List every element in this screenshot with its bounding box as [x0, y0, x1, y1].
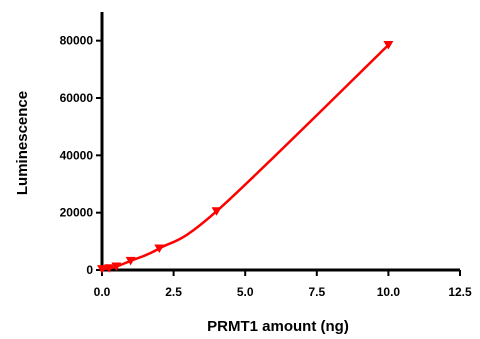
y-tick-label: 0 — [86, 263, 93, 277]
series-layer — [97, 40, 394, 274]
data-point-marker — [97, 265, 107, 274]
x-tick-label: 2.5 — [165, 285, 182, 299]
data-point-marker — [154, 244, 165, 253]
x-ticks: 0.0 2.5 5.0 7.5 10.0 12.5 — [94, 270, 472, 299]
y-axis-title: Luminescence — [14, 91, 31, 195]
y-tick-label: 80000 — [60, 34, 94, 48]
data-point-marker — [383, 40, 394, 50]
axes — [100, 12, 460, 272]
x-tick-label: 5.0 — [237, 285, 254, 299]
data-point-marker — [125, 256, 136, 266]
x-axis-title: PRMT1 amount (ng) — [207, 318, 349, 335]
x-tick-label: 7.5 — [308, 285, 325, 299]
series-line — [101, 44, 390, 271]
data-point-marker — [111, 262, 122, 272]
x-tick-label: 0.0 — [94, 285, 111, 299]
y-tick-label: 60000 — [60, 91, 94, 105]
y-tick-label: 20000 — [60, 206, 94, 220]
data-point-marker — [104, 264, 115, 273]
y-ticks: 0 20000 40000 60000 80000 — [60, 34, 102, 277]
x-tick-label: 12.5 — [448, 285, 472, 299]
x-tick-label: 10.0 — [377, 285, 401, 299]
y-tick-label: 40000 — [60, 148, 94, 162]
data-point-marker — [211, 207, 222, 216]
